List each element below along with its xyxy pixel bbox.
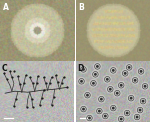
Circle shape: [120, 85, 122, 86]
Circle shape: [95, 74, 96, 75]
Circle shape: [142, 100, 144, 102]
Point: [40, 97, 43, 99]
Point: [29, 76, 31, 78]
Text: A: A: [3, 3, 8, 12]
Circle shape: [131, 76, 139, 84]
Circle shape: [103, 76, 111, 83]
Circle shape: [84, 91, 91, 99]
Point: [66, 86, 69, 88]
Circle shape: [120, 118, 122, 120]
Circle shape: [139, 97, 147, 105]
Circle shape: [140, 71, 142, 72]
Point: [17, 75, 19, 77]
Circle shape: [141, 82, 149, 90]
Circle shape: [139, 109, 141, 111]
Circle shape: [80, 105, 87, 113]
Point: [36, 82, 38, 84]
Circle shape: [78, 78, 85, 85]
Circle shape: [136, 106, 144, 114]
Point: [50, 76, 53, 78]
Point: [13, 70, 15, 72]
Circle shape: [99, 110, 100, 112]
Point: [50, 104, 53, 106]
Circle shape: [107, 79, 108, 80]
Circle shape: [93, 83, 94, 84]
Circle shape: [113, 107, 114, 109]
Circle shape: [130, 97, 132, 99]
Point: [48, 82, 51, 84]
Point: [56, 81, 59, 83]
Circle shape: [125, 64, 133, 71]
Point: [6, 78, 8, 80]
Circle shape: [134, 80, 136, 81]
Circle shape: [117, 92, 118, 94]
Text: B: B: [78, 3, 84, 12]
Circle shape: [127, 94, 135, 102]
Circle shape: [98, 95, 105, 103]
Circle shape: [113, 70, 114, 71]
Circle shape: [86, 114, 93, 122]
Text: C: C: [2, 64, 8, 73]
Circle shape: [123, 109, 131, 117]
Circle shape: [80, 66, 87, 73]
Circle shape: [113, 89, 121, 97]
Circle shape: [92, 71, 99, 78]
Circle shape: [110, 67, 117, 74]
Point: [9, 70, 11, 72]
Point: [52, 96, 55, 98]
Point: [19, 83, 21, 85]
Circle shape: [83, 108, 84, 110]
Point: [39, 104, 41, 106]
Text: D: D: [78, 64, 84, 73]
Point: [23, 82, 25, 84]
Circle shape: [121, 70, 129, 77]
Circle shape: [144, 86, 146, 87]
Circle shape: [137, 68, 145, 75]
Circle shape: [124, 73, 126, 74]
Point: [60, 82, 63, 84]
Point: [31, 98, 33, 100]
Circle shape: [128, 67, 130, 68]
Circle shape: [117, 115, 125, 122]
Point: [11, 76, 13, 78]
Point: [26, 106, 28, 108]
Circle shape: [89, 117, 90, 119]
Circle shape: [81, 81, 82, 82]
Circle shape: [126, 112, 128, 114]
Circle shape: [90, 80, 97, 87]
Point: [13, 105, 15, 107]
Point: [42, 76, 45, 78]
Point: [54, 74, 57, 76]
Point: [32, 82, 34, 84]
Circle shape: [106, 86, 114, 93]
Circle shape: [96, 107, 103, 115]
Point: [62, 76, 65, 78]
Circle shape: [102, 112, 109, 120]
Point: [25, 74, 27, 76]
Circle shape: [110, 104, 117, 112]
Circle shape: [136, 116, 138, 118]
Circle shape: [83, 69, 84, 70]
Point: [15, 98, 17, 100]
Circle shape: [101, 98, 102, 100]
Circle shape: [133, 113, 141, 121]
Circle shape: [105, 115, 106, 117]
Point: [42, 89, 45, 91]
Point: [3, 72, 5, 74]
Circle shape: [87, 95, 88, 96]
Point: [36, 75, 39, 77]
Circle shape: [117, 81, 125, 89]
Point: [44, 82, 47, 84]
Point: [32, 106, 34, 108]
Circle shape: [97, 66, 98, 67]
Circle shape: [94, 63, 101, 70]
Circle shape: [110, 89, 111, 90]
